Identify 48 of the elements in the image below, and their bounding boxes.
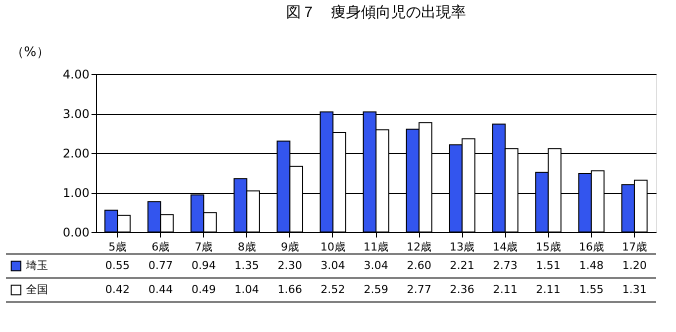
data-label: 0.55 [105, 259, 130, 272]
data-label: 2.60 [406, 259, 432, 272]
data-label: 3.04 [364, 259, 388, 272]
y-axis-title: （%） [11, 45, 50, 60]
data-label: 1.55 [579, 283, 604, 296]
x-tick-label: 5歳 [108, 240, 127, 254]
data-label: 1.66 [278, 283, 302, 296]
data-label: 2.59 [364, 283, 388, 296]
data-label: 1.20 [622, 259, 647, 272]
x-tick-label: 9歳 [280, 240, 299, 254]
data-label: 1.51 [536, 259, 561, 272]
y-tick-label: 0.00 [62, 226, 90, 240]
data-label: 1.04 [234, 283, 260, 296]
data-label: 2.77 [406, 283, 432, 296]
x-tick-label: 15歳 [536, 240, 561, 254]
x-tick-label: 7歳 [194, 240, 213, 254]
data-label: 0.42 [105, 283, 130, 296]
x-tick-label: 12歳 [406, 240, 432, 254]
x-tick-label: 16歳 [578, 240, 604, 254]
legend-label: 埼玉 [25, 259, 48, 272]
data-label: 2.30 [278, 259, 302, 272]
data-label: 1.35 [234, 259, 260, 272]
data-label: 2.21 [450, 259, 474, 272]
chart-title: 図７ 痩身傾向児の出現率 [286, 3, 466, 21]
data-label: 3.04 [320, 259, 346, 272]
data-label: 1.48 [579, 259, 604, 272]
data-label: 2.36 [450, 283, 474, 296]
data-label: 2.73 [492, 259, 518, 272]
x-tick-label: 17歳 [622, 240, 647, 254]
data-label: 0.94 [191, 259, 216, 272]
data-label: 0.44 [148, 283, 173, 296]
data-label: 2.11 [492, 283, 518, 296]
x-tick-label: 11歳 [364, 240, 388, 254]
y-tick-label: 3.00 [62, 107, 90, 121]
data-label: 1.31 [622, 283, 647, 296]
y-tick-label: 1.00 [62, 186, 90, 200]
x-tick-label: 10歳 [320, 240, 346, 254]
x-tick-label: 13歳 [450, 240, 475, 254]
x-tick-label: 14歳 [492, 240, 518, 254]
data-label: 2.52 [320, 283, 346, 296]
x-tick-label: 6歳 [152, 240, 170, 254]
x-tick-label: 8歳 [238, 240, 256, 254]
y-tick-label: 2.00 [62, 146, 90, 160]
legend-label: 全国 [26, 283, 48, 296]
data-label: 0.49 [191, 283, 216, 296]
data-label: 0.77 [148, 259, 173, 272]
data-label: 2.11 [536, 283, 561, 296]
y-tick-label: 4.00 [62, 68, 90, 82]
